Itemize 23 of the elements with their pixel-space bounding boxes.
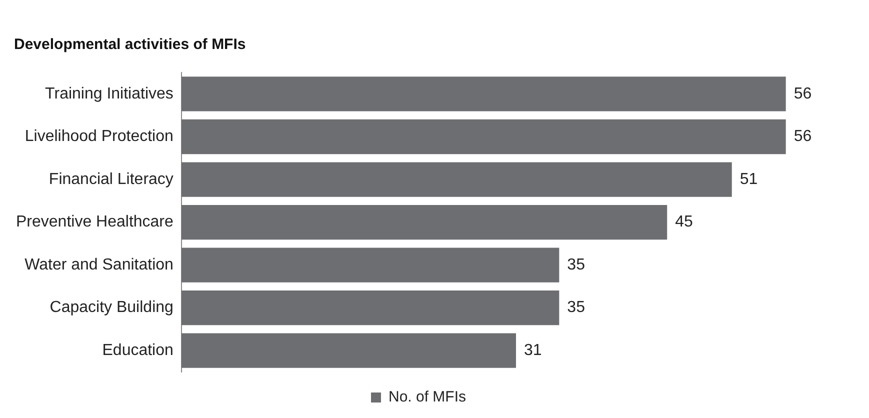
bar (181, 162, 732, 197)
data-label: 45 (675, 214, 693, 231)
bar (181, 204, 668, 240)
bar (181, 248, 560, 282)
y-tick-label: Water and Sanitation (24, 256, 174, 274)
bar (181, 76, 786, 112)
data-label: 56 (794, 85, 812, 102)
bar (181, 333, 516, 368)
data-label: 51 (740, 170, 758, 188)
data-label: 35 (567, 299, 586, 316)
y-tick-label: Preventive Healthcare (16, 214, 174, 231)
chart-title: Developmental activities of MFIs (14, 36, 246, 53)
data-label: 31 (524, 342, 542, 360)
y-tick-label: Education (102, 342, 174, 360)
y-tick-label: Capacity Building (50, 299, 174, 316)
y-tick-label: Training Initiatives (45, 85, 174, 102)
y-tick-label: Financial Literacy (48, 170, 174, 188)
data-label: 35 (567, 256, 586, 274)
legend-label: No. of MFIs (388, 388, 466, 406)
bar (181, 119, 786, 154)
data-label: 56 (794, 128, 812, 146)
y-tick-label: Livelihood Protection (24, 128, 174, 146)
bar (181, 290, 560, 326)
